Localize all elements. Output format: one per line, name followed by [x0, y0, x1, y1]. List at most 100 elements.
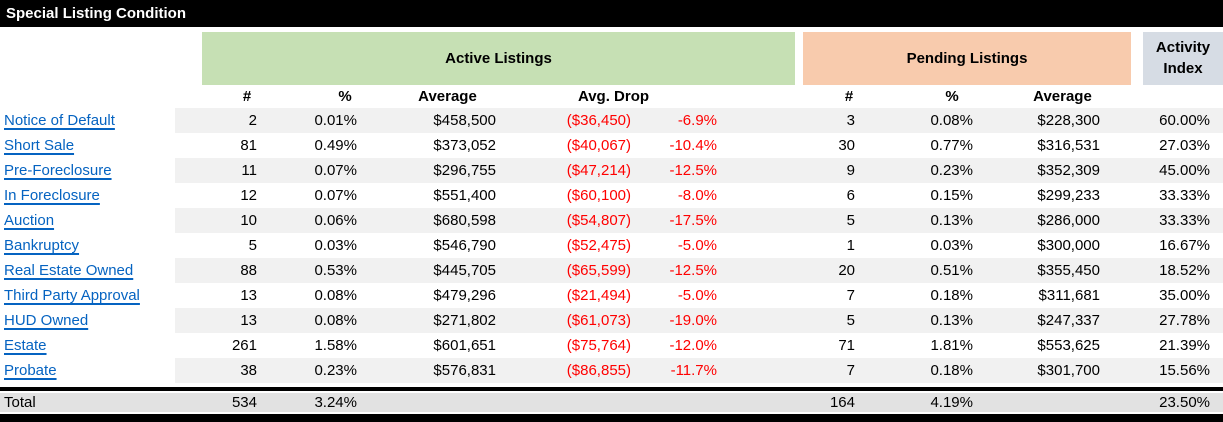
pending-count-cell: 71: [838, 337, 855, 354]
empty-cell: [635, 393, 723, 412]
spacer-cell: [723, 158, 803, 183]
listing-condition-cell: Short Sale: [0, 133, 175, 158]
activity-index-cell: 35.00%: [1159, 287, 1210, 304]
spacer-cell: [1106, 158, 1143, 183]
pending-count-cell: 9: [803, 158, 861, 183]
avg-drop-percent-cell: -19.0%: [635, 308, 723, 333]
table-row: HUD Owned 13 0.08% $271,802 ($61,073) -1…: [0, 308, 1223, 333]
listing-condition-link[interactable]: In Foreclosure: [4, 187, 100, 204]
pending-average-cell: $311,681: [1038, 287, 1100, 304]
spacer-cell: [723, 108, 803, 133]
pending-average-cell: $247,337: [979, 308, 1106, 333]
table-row: In Foreclosure 12 0.07% $551,400 ($60,10…: [0, 183, 1223, 208]
listing-condition-cell: Third Party Approval: [0, 283, 175, 308]
active-percent-cell: 0.06%: [265, 208, 365, 233]
empty-cell: [365, 393, 500, 412]
activity-index-cell: 60.00%: [1143, 108, 1223, 133]
active-percent-cell: 1.58%: [314, 337, 357, 354]
activity-index-cell: 33.33%: [1143, 208, 1223, 233]
total-pending-percent-cell: 4.19%: [861, 393, 979, 412]
avg-drop-amount-cell: ($86,855): [500, 358, 635, 383]
spacer-cell: [1106, 283, 1143, 308]
listing-condition-link[interactable]: Probate: [4, 362, 57, 379]
pending-percent-cell: 0.03%: [930, 237, 973, 254]
table-row: Real Estate Owned 88 0.53% $445,705 ($65…: [0, 258, 1223, 283]
avg-drop-amount-cell: ($75,764): [566, 337, 631, 354]
active-count-cell: 261: [231, 337, 257, 354]
data-rows: Notice of Default 2 0.01% $458,500 ($36,…: [0, 108, 1223, 383]
pending-percent-cell: 0.51%: [861, 258, 979, 283]
spacer-cell: [1106, 308, 1143, 333]
total-top-border: [0, 387, 1223, 391]
spacer-cell: [723, 333, 803, 358]
group-header-row: Active Listings Pending Listings Activit…: [0, 32, 1223, 85]
report-title-bar: Special Listing Condition: [0, 0, 1223, 27]
avg-drop-amount-cell: ($52,475): [566, 237, 631, 254]
spacer-cell: [1106, 208, 1143, 233]
listing-condition-cell: Real Estate Owned: [0, 258, 175, 283]
pending-count-cell: 5: [803, 208, 861, 233]
listing-condition-link[interactable]: Pre-Foreclosure: [4, 162, 112, 179]
listing-condition-link[interactable]: HUD Owned: [4, 312, 89, 329]
total-active-count-cell: 534: [175, 393, 265, 412]
activity-index-cell: 15.56%: [1143, 358, 1223, 383]
pending-average-header: Average: [1033, 88, 1092, 105]
activity-index-cell: 45.00%: [1143, 158, 1223, 183]
listing-condition-link[interactable]: Third Party Approval: [4, 287, 140, 304]
active-listings-group-header: Active Listings: [202, 32, 795, 85]
active-count-cell: 88: [175, 258, 265, 283]
active-listings-label: Active Listings: [445, 50, 552, 67]
spacer-header: [1106, 85, 1143, 108]
listing-condition-link[interactable]: Estate: [4, 337, 47, 354]
active-percent-cell: 0.03%: [314, 237, 357, 254]
pending-percent-cell: 0.23%: [861, 158, 979, 183]
listing-condition-cell: Estate: [0, 333, 175, 358]
active-count-cell: 12: [240, 187, 257, 204]
activity-index-label: Activity Index: [1155, 39, 1211, 77]
empty-cell: [500, 393, 635, 412]
spacer-cell: [1106, 358, 1143, 383]
listing-condition-link[interactable]: Auction: [4, 212, 55, 229]
listing-condition-cell: Auction: [0, 208, 175, 233]
activity-index-cell: 16.67%: [1159, 237, 1210, 254]
active-count-cell: 5: [248, 237, 257, 254]
table-row: Bankruptcy 5 0.03% $546,790 ($52,475) -5…: [0, 233, 1223, 258]
spacer: [0, 32, 202, 85]
avg-drop-percent-cell: -8.0%: [677, 187, 717, 204]
avg-drop-amount-cell: ($65,599): [500, 258, 635, 283]
spacer-cell: [1106, 108, 1143, 133]
pending-average-cell: $286,000: [979, 208, 1106, 233]
activity-index-cell: 27.03%: [1159, 137, 1210, 154]
active-count-cell: 13: [175, 308, 265, 333]
active-count-header: #: [242, 88, 252, 105]
pending-average-cell: $299,233: [1037, 187, 1100, 204]
active-count-cell: 2: [175, 108, 265, 133]
pending-average-cell: $228,300: [979, 108, 1106, 133]
active-average-cell: $445,705: [365, 258, 500, 283]
active-average-cell: $551,400: [433, 187, 496, 204]
active-average-cell: $458,500: [365, 108, 500, 133]
spacer-cell: [723, 283, 803, 308]
listing-condition-link[interactable]: Real Estate Owned: [4, 262, 134, 279]
pending-percent-cell: 1.81%: [930, 337, 973, 354]
pending-count-cell: 3: [803, 108, 861, 133]
avg-drop-header: Avg. Drop: [577, 88, 650, 105]
pending-percent-cell: 0.15%: [930, 187, 973, 204]
activity-index-cell: 18.52%: [1143, 258, 1223, 283]
active-percent-cell: 0.53%: [265, 258, 365, 283]
listing-condition-link[interactable]: Bankruptcy: [4, 237, 80, 254]
listing-condition-cell: Pre-Foreclosure: [0, 158, 175, 183]
listing-condition-link[interactable]: Short Sale: [4, 137, 75, 154]
total-label: Total: [0, 393, 175, 412]
pending-average-cell: $352,309: [979, 158, 1106, 183]
listing-condition-cell: Probate: [0, 358, 175, 383]
spacer-cell: [723, 258, 803, 283]
avg-drop-percent-cell: -12.5%: [635, 258, 723, 283]
pending-percent-cell: 0.77%: [930, 137, 973, 154]
total-activity-index-cell: 23.50%: [1143, 393, 1223, 412]
active-average-cell: $479,296: [433, 287, 496, 304]
listing-condition-link[interactable]: Notice of Default: [4, 112, 115, 129]
active-count-cell: 13: [240, 287, 257, 304]
spacer-cell: [723, 208, 803, 233]
active-average-cell: $601,651: [433, 337, 496, 354]
